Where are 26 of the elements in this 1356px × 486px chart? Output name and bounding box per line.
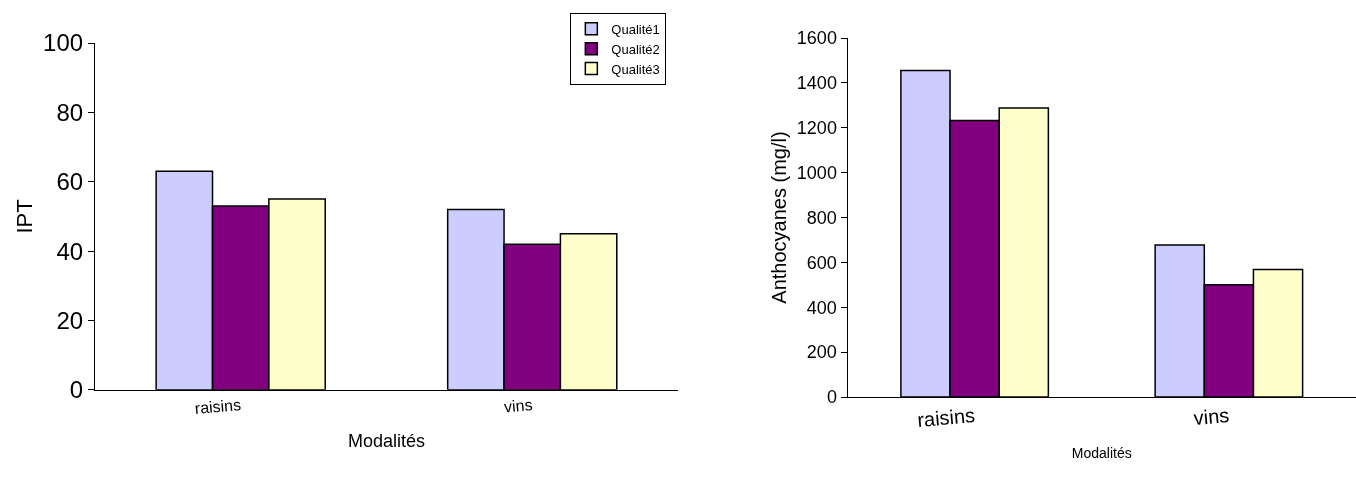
y-tick-label: 80 [56,98,84,126]
y-tick-label: 1400 [796,73,837,94]
x-tick-label: raisins [194,396,242,418]
y-tick-label: 1200 [796,118,837,139]
y-tick-label: 600 [806,252,837,273]
x-axis-title: Modalités [1071,445,1132,462]
legend-label: Qualité3 [611,61,660,77]
x-tick-label: vins [503,396,534,416]
y-tick-label: 200 [806,342,837,363]
legend-label: Qualité1 [611,21,660,37]
x-tick-label: raisins [916,404,976,431]
x-tick-label: vins [1192,404,1231,430]
x-axis-title: Modalités [347,431,425,452]
y-tick-label: 1600 [796,28,837,49]
y-tick-label: 40 [56,237,84,265]
y-tick-label: 1000 [796,162,837,183]
y-tick-label: 400 [806,297,837,318]
y-tick-label: 60 [56,168,84,196]
y-tick-label: 0 [69,376,84,404]
y-tick-label: 20 [56,306,84,334]
y-tick-label: 100 [43,29,84,57]
y-axis-title: Anthocyanes (mg/l) [768,131,791,304]
y-axis-title: IPT [11,199,37,234]
y-tick-label: 800 [806,207,837,228]
y-tick-label: 0 [826,387,837,408]
legend-label: Qualité2 [611,41,660,57]
